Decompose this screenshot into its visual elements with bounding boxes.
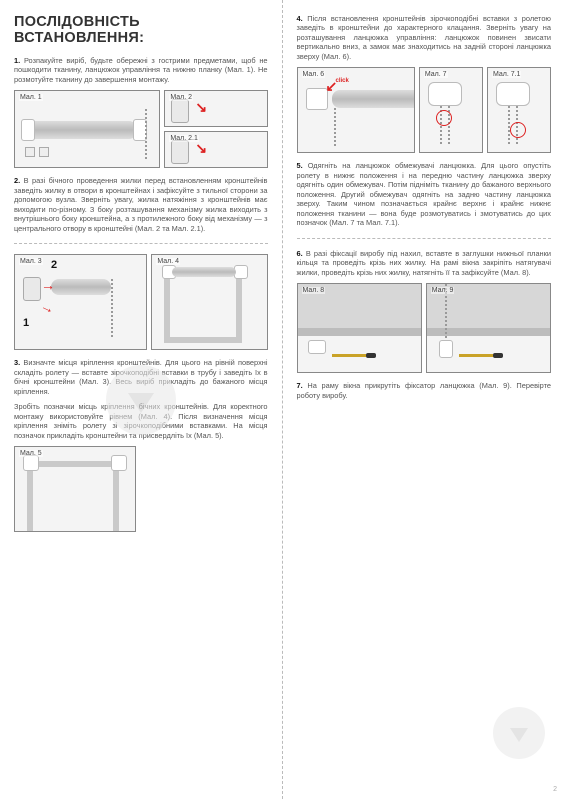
part-icon <box>25 147 35 157</box>
figure-5-label: Мал. 5 <box>19 450 43 457</box>
step-2-text: 2. В разі бічного проведення жилки перед… <box>14 176 268 233</box>
figure-3: Мал. 3 → → 1 2 <box>14 254 147 350</box>
arrow-icon: ↘ <box>195 140 207 157</box>
step-5-text: 5. Одягніть на ланцюжок обмежувачі ланцю… <box>297 161 552 227</box>
bracket-icon <box>234 265 248 279</box>
figure-5: Мал. 5 <box>14 446 136 532</box>
chain-icon <box>145 109 147 159</box>
figure-8-label: Мал. 8 <box>302 287 326 294</box>
page: ПОСЛІДОВНІСТЬ ВСТАНОВЛЕННЯ: 1. Розпакуйт… <box>0 0 565 799</box>
end-cap-icon <box>21 119 35 141</box>
screwdriver-icon <box>332 354 366 357</box>
chain-icon <box>334 108 336 148</box>
figure-4-label: Мал. 4 <box>156 258 180 265</box>
step-6-body: В разі фіксації виробу під нахил, вставт… <box>297 249 552 277</box>
bracket-icon <box>171 140 189 164</box>
step-3-body-b: Зробіть позначки місць кріплення бічних … <box>14 402 268 439</box>
figure-row-4: Мал. 6 ↙ click Мал. 7 Мал. 7.1 <box>297 67 552 153</box>
roller-tube-icon <box>172 267 236 277</box>
page-title: ПОСЛІДОВНІСТЬ ВСТАНОВЛЕННЯ: <box>14 14 268 46</box>
screwdriver-icon <box>459 354 493 357</box>
click-label: click <box>336 78 349 84</box>
figure-row-1: Мал. 1 Мал. 2 ↘ Мал. 2.1 ↘ <box>14 90 268 168</box>
figure-1-label: Мал. 1 <box>19 94 43 101</box>
step-5-number: 5. <box>297 161 303 170</box>
window-frame-icon <box>164 269 242 343</box>
bracket-icon <box>23 277 41 301</box>
figure-6-label: Мал. 6 <box>302 71 326 78</box>
figure-8: Мал. 8 <box>297 283 422 373</box>
step-3-number: 3. <box>14 358 20 367</box>
figure-row-2: Мал. 3 → → 1 2 Мал. 4 <box>14 254 268 350</box>
arrow-icon: → <box>41 277 55 293</box>
figure-2: Мал. 2 ↘ <box>164 90 267 127</box>
watermark-icon <box>493 707 545 759</box>
step-1-number: 1. <box>14 56 20 65</box>
chain-holder-icon <box>439 340 453 358</box>
figure-2-label: Мал. 2 <box>169 94 193 101</box>
figure-6: Мал. 6 ↙ click <box>297 67 415 153</box>
divider <box>14 243 268 244</box>
window-frame-icon <box>27 461 119 531</box>
chain-icon <box>111 279 113 339</box>
step-5-body: Одягніть на ланцюжок обмежувачі ланцюжка… <box>297 161 552 227</box>
figure-9: Мал. 9 <box>426 283 551 373</box>
figure-7-label: Мал. 7 <box>424 71 448 78</box>
figure-row-3: Мал. 5 <box>14 446 268 532</box>
step-3-text-a: 3. Визначте місця кріплення кронштейнів.… <box>14 358 268 396</box>
figure-4: Мал. 4 <box>151 254 267 350</box>
figure-2-1-label: Мал. 2.1 <box>169 135 199 142</box>
figure-row-5: Мал. 8 Мал. 9 <box>297 283 552 373</box>
bracket-icon <box>23 455 39 471</box>
callout-1: 1 <box>23 317 29 329</box>
step-7-text: 7. На раму вікна прикрутіть фіксатор лан… <box>297 381 552 400</box>
page-number: 2 <box>553 786 557 793</box>
arrow-icon: → <box>38 297 57 317</box>
step-7-body: На раму вікна прикрутіть фіксатор ланцюж… <box>297 381 552 399</box>
bracket-icon <box>306 88 328 110</box>
tensioner-icon <box>308 340 326 354</box>
step-2-body: В разі бічного проведення жилки перед вс… <box>14 176 268 232</box>
roller-tube-icon <box>27 121 137 139</box>
callout-2: 2 <box>51 259 57 271</box>
step-3-text-b: Зробіть позначки місць кріплення бічних … <box>14 402 268 440</box>
step-4-number: 4. <box>297 14 303 23</box>
step-4-body: Після встановлення кронштейнів зірочкопо… <box>297 14 552 61</box>
bracket-icon <box>111 455 127 471</box>
figure-3-label: Мал. 3 <box>19 258 43 265</box>
figure-7-1: Мал. 7.1 <box>487 67 551 153</box>
highlight-circle-icon <box>510 122 526 138</box>
figure-1: Мал. 1 <box>14 90 160 168</box>
left-column: ПОСЛІДОВНІСТЬ ВСТАНОВЛЕННЯ: 1. Розпакуйт… <box>0 0 283 799</box>
arrow-icon: ↘ <box>195 99 207 116</box>
figure-7: Мал. 7 <box>419 67 483 153</box>
step-2-number: 2. <box>14 176 20 185</box>
step-1-body: Розпакуйте виріб, будьте обережні з гост… <box>14 56 268 84</box>
part-icon <box>39 147 49 157</box>
roller-tube-icon <box>332 90 415 108</box>
divider <box>297 238 552 239</box>
step-6-number: 6. <box>297 249 303 258</box>
step-3-body-a: Визначте місця кріплення кронштейнів. Дл… <box>14 358 268 395</box>
figure-9-label: Мал. 9 <box>431 287 455 294</box>
right-column: 4. Після встановлення кронштейнів зірочк… <box>283 0 565 799</box>
mechanism-icon <box>428 82 462 106</box>
bottom-bar-icon <box>298 328 421 336</box>
figure-7-1-label: Мал. 7.1 <box>492 71 522 78</box>
mechanism-icon <box>496 82 530 106</box>
step-1-text: 1. Розпакуйте виріб, будьте обережні з г… <box>14 56 268 84</box>
roller-tube-icon <box>51 279 111 295</box>
step-7-number: 7. <box>297 381 303 390</box>
step-4-text: 4. Після встановлення кронштейнів зірочк… <box>297 14 552 61</box>
bracket-icon <box>171 99 189 123</box>
figure-1-side: Мал. 2 ↘ Мал. 2.1 ↘ <box>164 90 267 168</box>
step-6-text: 6. В разі фіксації виробу під нахил, вст… <box>297 249 552 277</box>
figure-2-1: Мал. 2.1 ↘ <box>164 131 267 168</box>
